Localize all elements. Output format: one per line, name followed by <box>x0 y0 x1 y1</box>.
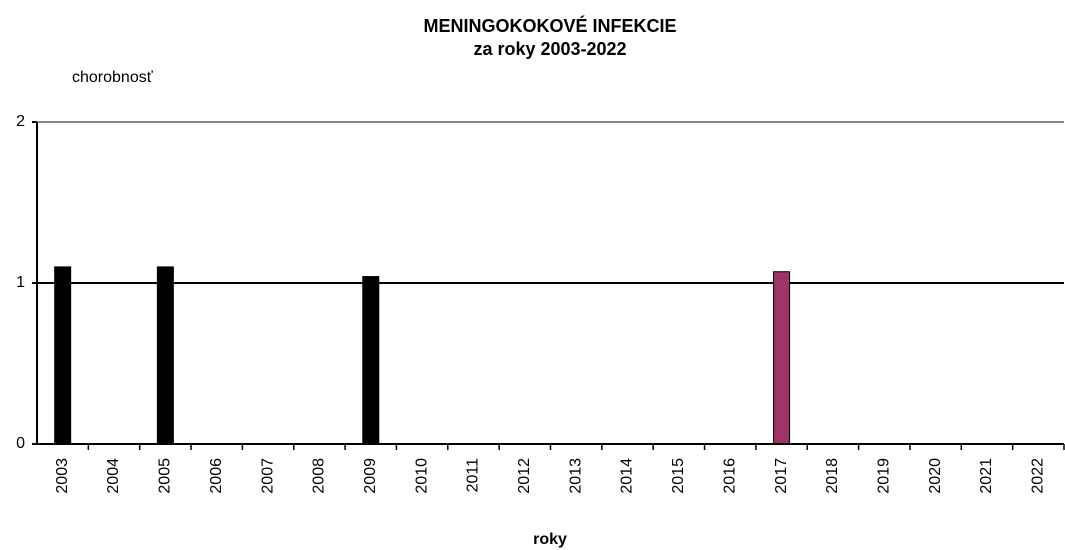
x-tick-label: 2016 <box>721 458 738 494</box>
x-tick-label: 2014 <box>619 458 636 494</box>
y-tick-label: 1 <box>16 274 25 291</box>
x-tick-label: 2012 <box>516 458 533 494</box>
y-axis-label: chorobnosť <box>72 69 154 86</box>
x-tick-label: 2017 <box>773 458 790 494</box>
chart-subtitle: za roky 2003-2022 <box>473 39 626 59</box>
x-tick-label: 2007 <box>259 458 276 494</box>
x-tick-label: 2021 <box>978 458 995 494</box>
x-tick-label: 2019 <box>875 458 892 494</box>
x-axis-label: roky <box>533 531 567 548</box>
x-tick-label: 2003 <box>54 458 71 494</box>
x-tick-label: 2011 <box>465 458 482 493</box>
x-tick-label: 2015 <box>670 458 687 494</box>
y-tick-label: 2 <box>16 113 25 130</box>
x-tick-label: 2004 <box>105 458 122 494</box>
bar <box>54 266 72 445</box>
x-tick-label: 2018 <box>824 458 841 494</box>
x-tick-label: 2010 <box>413 458 430 494</box>
bar <box>773 271 791 445</box>
x-tick-label: 2005 <box>157 458 174 494</box>
bar <box>362 276 380 445</box>
x-tick-label: 2006 <box>208 458 225 494</box>
x-tick-label: 2013 <box>567 458 584 494</box>
chart-title: MENINGOKOKOVÉ INFEKCIE <box>423 15 676 36</box>
x-tick-label: 2020 <box>927 458 944 494</box>
y-tick-label: 0 <box>16 435 25 452</box>
bar <box>156 266 174 445</box>
x-tick-label: 2022 <box>1030 458 1047 494</box>
x-tick-label: 2008 <box>311 458 328 494</box>
x-tick-label: 2009 <box>362 458 379 494</box>
